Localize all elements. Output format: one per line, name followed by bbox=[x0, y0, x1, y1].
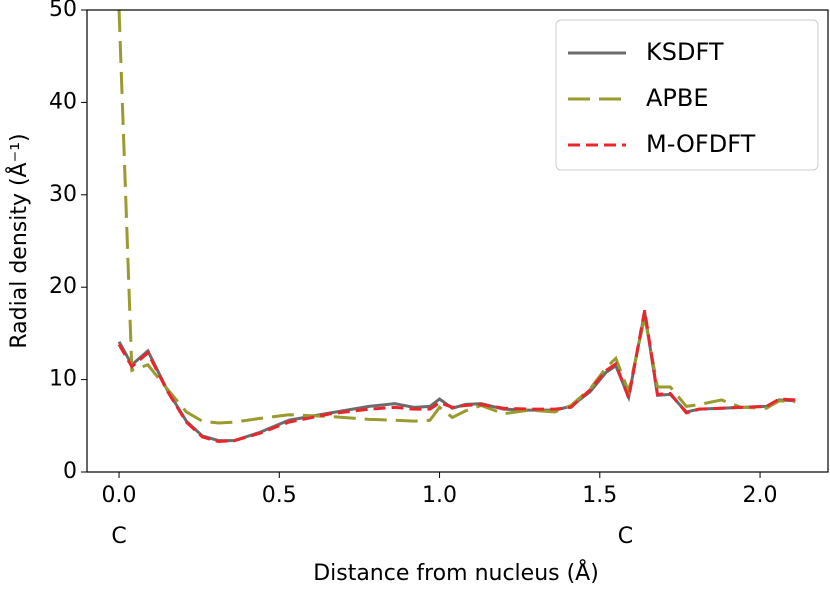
y-tick-label: 40 bbox=[49, 89, 77, 114]
y-tick-label: 50 bbox=[49, 0, 77, 22]
x-tick-label: 0.5 bbox=[262, 483, 297, 508]
y-axis-label: Radial density (Å⁻¹) bbox=[5, 133, 32, 348]
y-tick-label: 20 bbox=[49, 274, 77, 299]
y-tick-label: 30 bbox=[49, 182, 77, 207]
plot-area bbox=[117, 10, 796, 444]
x-tick-label: 0.0 bbox=[102, 483, 137, 508]
legend-label: APBE bbox=[646, 84, 709, 112]
legend-label: KSDFT bbox=[646, 38, 724, 66]
x-tick-label: 1.0 bbox=[422, 483, 457, 508]
legend-label: M-OFDFT bbox=[646, 130, 756, 158]
series-line bbox=[117, 311, 796, 443]
nucleus-label: C bbox=[111, 524, 126, 549]
x-tick-label: 2.0 bbox=[743, 483, 778, 508]
nucleus-label: C bbox=[618, 524, 633, 549]
y-tick-label: 0 bbox=[63, 459, 77, 484]
x-axis-label: Distance from nucleus (Å) bbox=[313, 559, 599, 586]
x-tick-label: 1.5 bbox=[582, 483, 617, 508]
legend-box bbox=[555, 19, 819, 171]
series-line bbox=[117, 310, 796, 444]
y-tick-label: 10 bbox=[49, 367, 77, 392]
axes-frame bbox=[86, 9, 829, 473]
